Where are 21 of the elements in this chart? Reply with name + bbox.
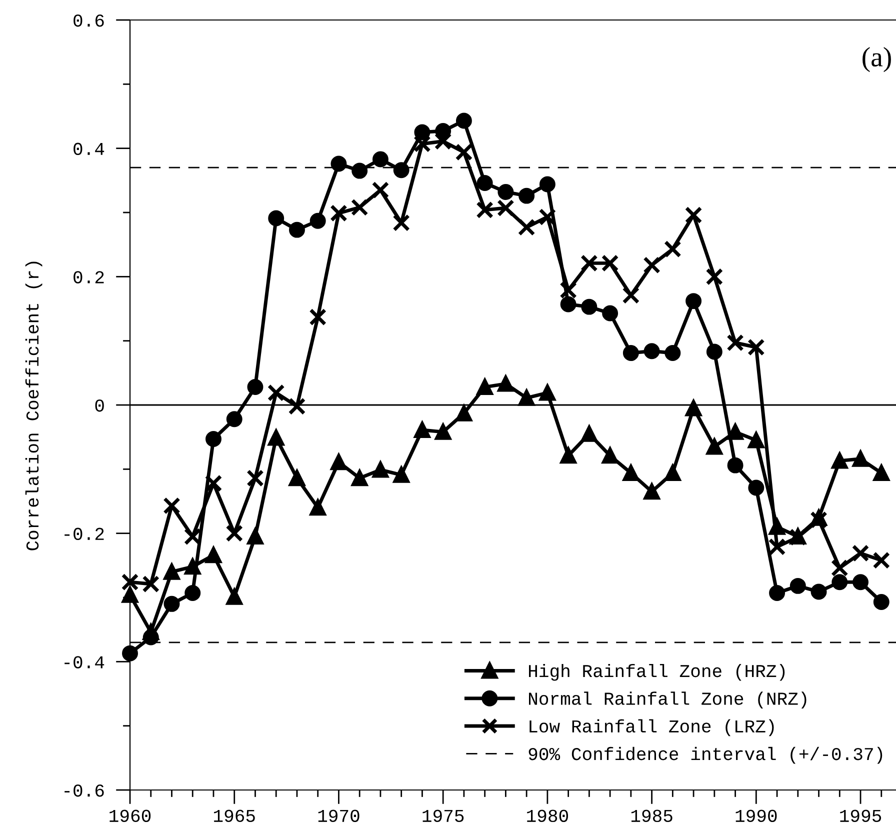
y-tick-label: 0.2 — [74, 271, 104, 284]
legend-label: Low Rainfall Zone (LRZ) — [530, 719, 774, 736]
y-axis-title: Correlation Coefficient (r) — [25, 262, 42, 550]
y-tick-label: 0.4 — [74, 142, 104, 156]
legend-label: High Rainfall Zone (HRZ) — [529, 664, 785, 681]
annotation: (a) — [862, 46, 891, 72]
y-tick-label: -0.2 — [64, 528, 104, 540]
x-tick-label: 1980 — [527, 810, 568, 822]
x-tick-label: 1960 — [110, 810, 151, 822]
x-tick-label: 1965 — [214, 810, 255, 822]
x-tick-label: 1990 — [736, 810, 777, 822]
y-tick-label: -0.4 — [64, 656, 104, 668]
x-tick-label: 1985 — [631, 810, 672, 822]
x-tick-label: 1975 — [422, 810, 464, 822]
y-tick-label: -0.6 — [64, 784, 104, 797]
x-tick-label: 1995 — [840, 810, 882, 822]
legend-label: 90% Confidence interval (+/-0.37) — [528, 746, 882, 764]
legend-label: Normal Rainfall Zone (NRZ) — [529, 692, 806, 708]
y-tick-label: 0 — [95, 399, 104, 412]
y-tick-label: 0.6 — [74, 14, 104, 27]
x-tick-label: 1970 — [318, 810, 360, 822]
